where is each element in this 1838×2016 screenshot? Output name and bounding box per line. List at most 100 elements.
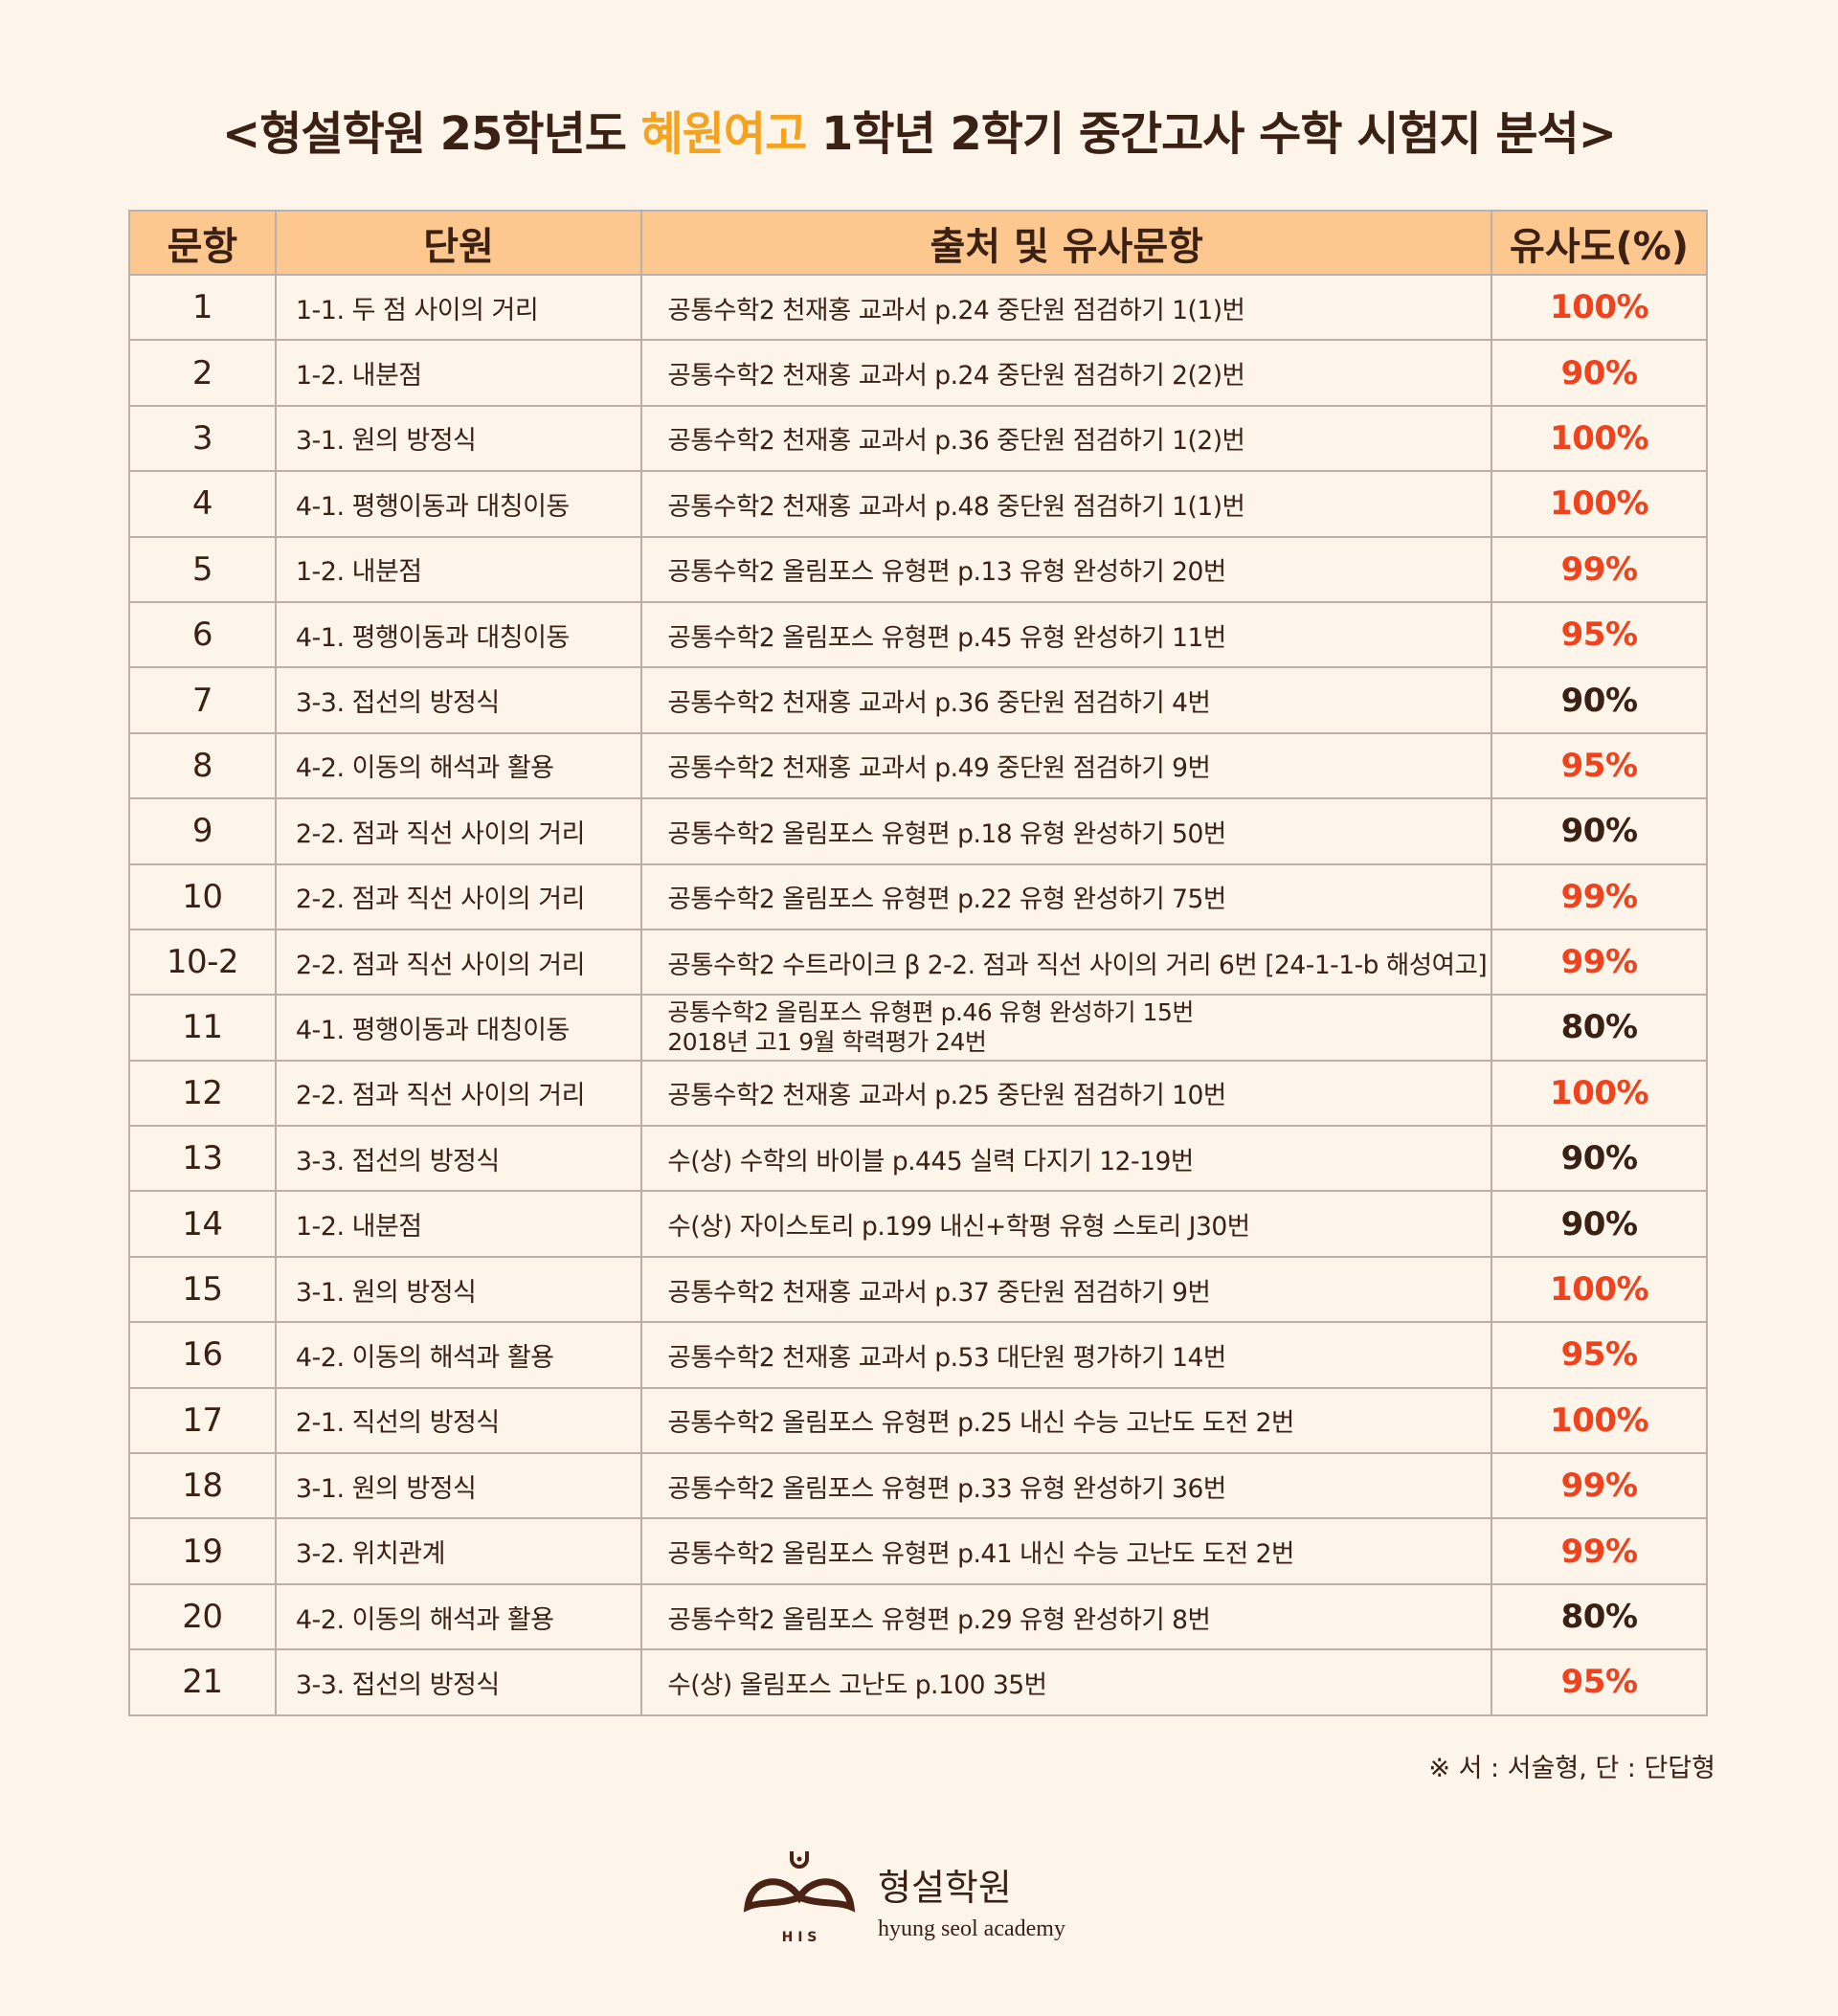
source-line: 공통수학2 천재홍 교과서 p.25 중단원 점검하기 10번 [667, 1081, 1226, 1111]
source-cell: 수(상) 올림포스 고난도 p.100 35번 [640, 1648, 1493, 1716]
question-number: 17 [128, 1386, 277, 1455]
source-line: 공통수학2 천재홍 교과서 p.48 중단원 점검하기 1(1)번 [667, 491, 1245, 522]
similarity-cell: 99% [1491, 928, 1708, 997]
source-cell: 공통수학2 올림포스 유형편 p.18 유형 완성하기 50번 [640, 797, 1493, 865]
similarity-cell: 100% [1491, 404, 1708, 473]
svg-text:H I S: H I S [782, 1930, 818, 1945]
question-number: 4 [128, 470, 277, 538]
source-cell: 공통수학2 천재홍 교과서 p.37 중단원 점검하기 9번 [640, 1255, 1493, 1324]
source-cell: 공통수학2 천재홍 교과서 p.24 중단원 점검하기 1(1)번 [640, 273, 1493, 342]
question-number: 18 [128, 1452, 277, 1520]
logo-mark-icon: H I S [743, 1851, 856, 1945]
source-line: 공통수학2 천재홍 교과서 p.36 중단원 점검하기 1(2)번 [667, 426, 1245, 457]
question-number: 12 [128, 1059, 277, 1128]
question-number: 10-2 [128, 928, 277, 997]
table-row: 14 1-2. 내분점 수(상) 자이스토리 p.199 내신+학평 유형 스토… [128, 1190, 1708, 1258]
source-cell: 공통수학2 올림포스 유형편 p.22 유형 완성하기 75번 [640, 862, 1493, 930]
source-line: 수(상) 올림포스 고난도 p.100 35번 [667, 1669, 1047, 1700]
source-cell: 공통수학2 천재홍 교과서 p.36 중단원 점검하기 1(2)번 [640, 404, 1493, 473]
source-line: 공통수학2 올림포스 유형편 p.41 내신 수능 고난도 도전 2번 [667, 1539, 1294, 1570]
question-number: 20 [128, 1582, 277, 1651]
source-cell: 공통수학2 천재홍 교과서 p.53 대단원 평가하기 14번 [640, 1321, 1493, 1389]
table-row: 15 3-1. 원의 방정식 공통수학2 천재홍 교과서 p.37 중단원 점검… [128, 1255, 1708, 1324]
unit-cell: 2-2. 점과 직선 사이의 거리 [274, 797, 643, 865]
source-line: 공통수학2 올림포스 유형편 p.45 유형 완성하기 11번 [667, 622, 1226, 653]
table-row: 21 3-3. 접선의 방정식 수(상) 올림포스 고난도 p.100 35번 … [128, 1648, 1708, 1716]
similarity-cell: 99% [1491, 535, 1708, 603]
logo-name-english: hyung seol academy [878, 1916, 1065, 1941]
unit-cell: 3-1. 원의 방정식 [274, 1452, 643, 1520]
table-row: 13 3-3. 접선의 방정식 수(상) 수학의 바이블 p.445 실력 다지… [128, 1125, 1708, 1193]
similarity-cell: 80% [1491, 1582, 1708, 1651]
unit-cell: 3-1. 원의 방정식 [274, 404, 643, 473]
source-cell: 수(상) 자이스토리 p.199 내신+학평 유형 스토리 J30번 [640, 1190, 1493, 1258]
source-line: 공통수학2 천재홍 교과서 p.36 중단원 점검하기 4번 [667, 688, 1211, 719]
source-line: 2018년 고1 9월 학력평가 24번 [667, 1028, 987, 1057]
table-header: 문항 단원 출처 및 유사문항 유사도(%) [128, 210, 1708, 276]
source-cell: 공통수학2 올림포스 유형편 p.29 유형 완성하기 8번 [640, 1582, 1493, 1651]
unit-cell: 3-2. 위치관계 [274, 1517, 643, 1585]
school-name: 혜원여고 [640, 107, 808, 161]
similarity-cell: 90% [1491, 339, 1708, 407]
source-line: 공통수학2 올림포스 유형편 p.29 유형 완성하기 8번 [667, 1604, 1211, 1635]
table-row: 7 3-3. 접선의 방정식 공통수학2 천재홍 교과서 p.36 중단원 점검… [128, 666, 1708, 734]
source-cell: 공통수학2 수트라이크 β 2-2. 점과 직선 사이의 거리 6번 [24-1… [640, 928, 1493, 997]
unit-cell: 1-2. 내분점 [274, 535, 643, 603]
header-number: 문항 [128, 210, 277, 276]
unit-cell: 1-1. 두 점 사이의 거리 [274, 273, 643, 342]
unit-cell: 4-1. 평행이동과 대칭이동 [274, 600, 643, 669]
question-number: 8 [128, 731, 277, 800]
table-row: 20 4-2. 이동의 해석과 활용 공통수학2 올림포스 유형편 p.29 유… [128, 1582, 1708, 1651]
academy-logo: H I S 형설학원 hyung seol academy [742, 1848, 1065, 1953]
table-row: 11 4-1. 평행이동과 대칭이동 공통수학2 올림포스 유형편 p.46 유… [128, 994, 1708, 1062]
similarity-cell: 95% [1491, 1321, 1708, 1389]
unit-cell: 4-2. 이동의 해석과 활용 [274, 1321, 643, 1389]
source-cell: 공통수학2 올림포스 유형편 p.33 유형 완성하기 36번 [640, 1452, 1493, 1520]
unit-cell: 2-2. 점과 직선 사이의 거리 [274, 928, 643, 997]
question-number: 5 [128, 535, 277, 603]
source-cell: 공통수학2 천재홍 교과서 p.36 중단원 점검하기 4번 [640, 666, 1493, 734]
source-line: 공통수학2 올림포스 유형편 p.13 유형 완성하기 20번 [667, 557, 1226, 588]
unit-cell: 3-3. 접선의 방정식 [274, 1125, 643, 1193]
similarity-cell: 99% [1491, 862, 1708, 930]
table-row: 2 1-2. 내분점 공통수학2 천재홍 교과서 p.24 중단원 점검하기 2… [128, 339, 1708, 407]
similarity-cell: 100% [1491, 273, 1708, 342]
table-row: 6 4-1. 평행이동과 대칭이동 공통수학2 올림포스 유형편 p.45 유형… [128, 600, 1708, 669]
table-row: 8 4-2. 이동의 해석과 활용 공통수학2 천재홍 교과서 p.49 중단원… [128, 731, 1708, 800]
similarity-cell: 95% [1491, 731, 1708, 800]
source-line: 공통수학2 올림포스 유형편 p.22 유형 완성하기 75번 [667, 885, 1226, 915]
similarity-cell: 100% [1491, 1059, 1708, 1128]
table-row: 16 4-2. 이동의 해석과 활용 공통수학2 천재홍 교과서 p.53 대단… [128, 1321, 1708, 1389]
table-row: 3 3-1. 원의 방정식 공통수학2 천재홍 교과서 p.36 중단원 점검하… [128, 404, 1708, 473]
unit-cell: 2-1. 직선의 방정식 [274, 1386, 643, 1455]
question-number: 1 [128, 273, 277, 342]
similarity-cell: 100% [1491, 1386, 1708, 1455]
source-line: 공통수학2 수트라이크 β 2-2. 점과 직선 사이의 거리 6번 [24-1… [667, 950, 1488, 980]
similarity-cell: 100% [1491, 1255, 1708, 1324]
unit-cell: 3-3. 접선의 방정식 [274, 666, 643, 734]
similarity-cell: 95% [1491, 600, 1708, 669]
question-number: 7 [128, 666, 277, 734]
similarity-cell: 90% [1491, 797, 1708, 865]
similarity-cell: 90% [1491, 1125, 1708, 1193]
similarity-cell: 99% [1491, 1452, 1708, 1520]
question-number: 10 [128, 862, 277, 930]
question-number: 16 [128, 1321, 277, 1389]
header-source: 출처 및 유사문항 [640, 210, 1493, 276]
unit-cell: 4-1. 평행이동과 대칭이동 [274, 470, 643, 538]
similarity-cell: 90% [1491, 1190, 1708, 1258]
question-number: 14 [128, 1190, 277, 1258]
similarity-cell: 99% [1491, 1517, 1708, 1585]
table-row: 5 1-2. 내분점 공통수학2 올림포스 유형편 p.13 유형 완성하기 2… [128, 535, 1708, 603]
source-cell: 공통수학2 올림포스 유형편 p.13 유형 완성하기 20번 [640, 535, 1493, 603]
header-similarity: 유사도(%) [1491, 210, 1708, 276]
question-number: 13 [128, 1125, 277, 1193]
table-row: 18 3-1. 원의 방정식 공통수학2 올림포스 유형편 p.33 유형 완성… [128, 1452, 1708, 1520]
unit-cell: 1-2. 내분점 [274, 1190, 643, 1258]
source-line: 공통수학2 올림포스 유형편 p.25 내신 수능 고난도 도전 2번 [667, 1408, 1294, 1439]
source-line: 공통수학2 올림포스 유형편 p.33 유형 완성하기 36번 [667, 1473, 1226, 1504]
table-row: 19 3-2. 위치관계 공통수학2 올림포스 유형편 p.41 내신 수능 고… [128, 1517, 1708, 1585]
source-line: 공통수학2 천재홍 교과서 p.49 중단원 점검하기 9번 [667, 753, 1211, 784]
page-title: <형설학원 25학년도 혜원여고 1학년 2학기 중간고사 수학 시험지 분석> [222, 107, 1617, 161]
question-number: 21 [128, 1648, 277, 1716]
